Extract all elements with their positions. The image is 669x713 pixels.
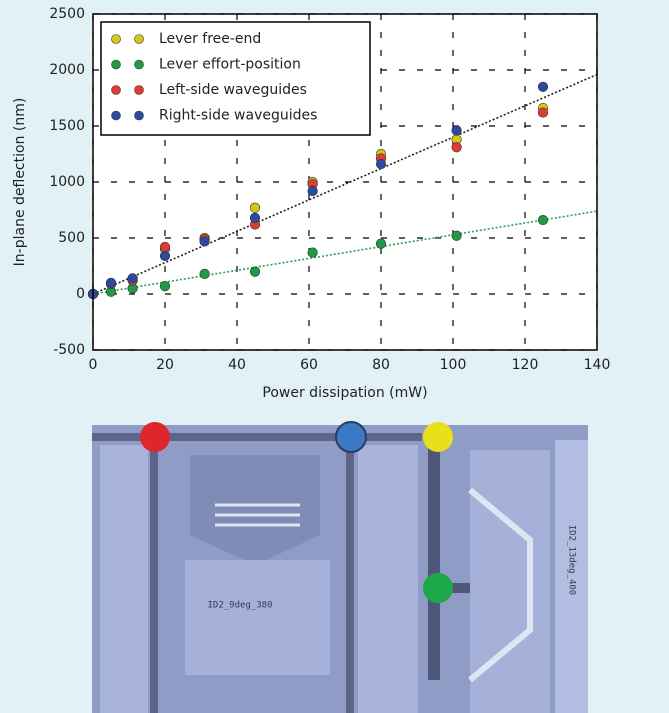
data-point <box>159 250 171 262</box>
legend-marker <box>134 110 144 121</box>
data-point <box>159 241 171 253</box>
y-tick-label: 1000 <box>49 174 85 190</box>
lever <box>428 440 440 680</box>
legend-marker <box>111 110 121 121</box>
legend: Lever free-end Lever effort-position Left-… <box>100 21 371 136</box>
waveguide <box>150 445 158 713</box>
legend-label: Lever effort-position <box>159 57 301 73</box>
springs <box>215 503 300 527</box>
anchor-tip <box>190 535 320 565</box>
y-tick-label: 2500 <box>49 6 85 22</box>
x-tick-label: 140 <box>584 357 611 373</box>
x-axis-label: Power dissipation (mW) <box>262 385 427 401</box>
data-point <box>537 81 549 92</box>
beam <box>92 433 422 441</box>
data-point <box>249 202 261 213</box>
pad <box>100 445 148 713</box>
marker-blue <box>335 421 367 453</box>
y-tick-label: 1500 <box>49 118 85 134</box>
y-tick-label: 2000 <box>49 62 85 78</box>
data-point <box>127 273 138 284</box>
data-point <box>375 238 387 249</box>
data-point <box>537 214 549 226</box>
x-tick-label: 60 <box>300 357 318 373</box>
marker-yellow <box>423 422 453 452</box>
trend-line <box>92 210 598 295</box>
x-tick-label: 100 <box>440 357 467 373</box>
marker-red <box>140 422 170 452</box>
y-tick-label: 500 <box>58 230 85 246</box>
legend-marker <box>111 85 121 95</box>
waveguide <box>346 445 354 713</box>
y-tick-label: 0 <box>76 286 85 302</box>
image-label: ID2_13deg_400 <box>567 525 577 595</box>
x-tick-label: 0 <box>89 357 98 373</box>
image-label: ID2_9deg_380 <box>207 601 272 611</box>
x-tick-label: 120 <box>512 357 539 373</box>
plot: 0 20 40 60 80 100 120 140-500050010001500200025… <box>49 6 610 373</box>
data-point <box>451 125 462 136</box>
legend-marker <box>134 34 144 44</box>
data-point <box>375 158 387 170</box>
legend-label: Right-side waveguides <box>159 108 317 124</box>
data-point <box>249 266 261 277</box>
legend-marker <box>111 34 121 44</box>
data-point <box>307 185 318 197</box>
waveguide-bend <box>468 487 533 683</box>
x-tick-label: 40 <box>228 357 246 373</box>
anchor <box>190 455 320 535</box>
legend-marker <box>134 59 144 70</box>
legend-marker <box>134 85 144 95</box>
y-tick-label: -500 <box>53 342 85 358</box>
data-point <box>537 107 549 118</box>
data-point <box>249 212 261 223</box>
marker-green <box>423 573 453 603</box>
legend-label: Left-side waveguides <box>159 82 307 98</box>
y-axis-label: In-plane deflection (nm) <box>12 98 28 267</box>
pad <box>185 560 330 675</box>
legend-box <box>100 21 371 136</box>
data-point <box>451 230 462 241</box>
plot-frame <box>92 13 598 351</box>
data-point <box>199 268 210 279</box>
pad <box>358 445 418 713</box>
data-point <box>199 236 210 247</box>
legend-label: Lever free-end <box>159 31 261 47</box>
data-point <box>307 247 318 258</box>
x-tick-label: 20 <box>156 357 174 373</box>
data-point <box>451 142 462 153</box>
micrograph: ID2_9deg_380 ID2_13deg_400 <box>92 421 588 713</box>
pad <box>555 440 588 713</box>
data-point <box>159 281 171 292</box>
x-tick-label: 80 <box>372 357 390 373</box>
data-point <box>105 277 117 288</box>
legend-marker <box>111 59 121 70</box>
